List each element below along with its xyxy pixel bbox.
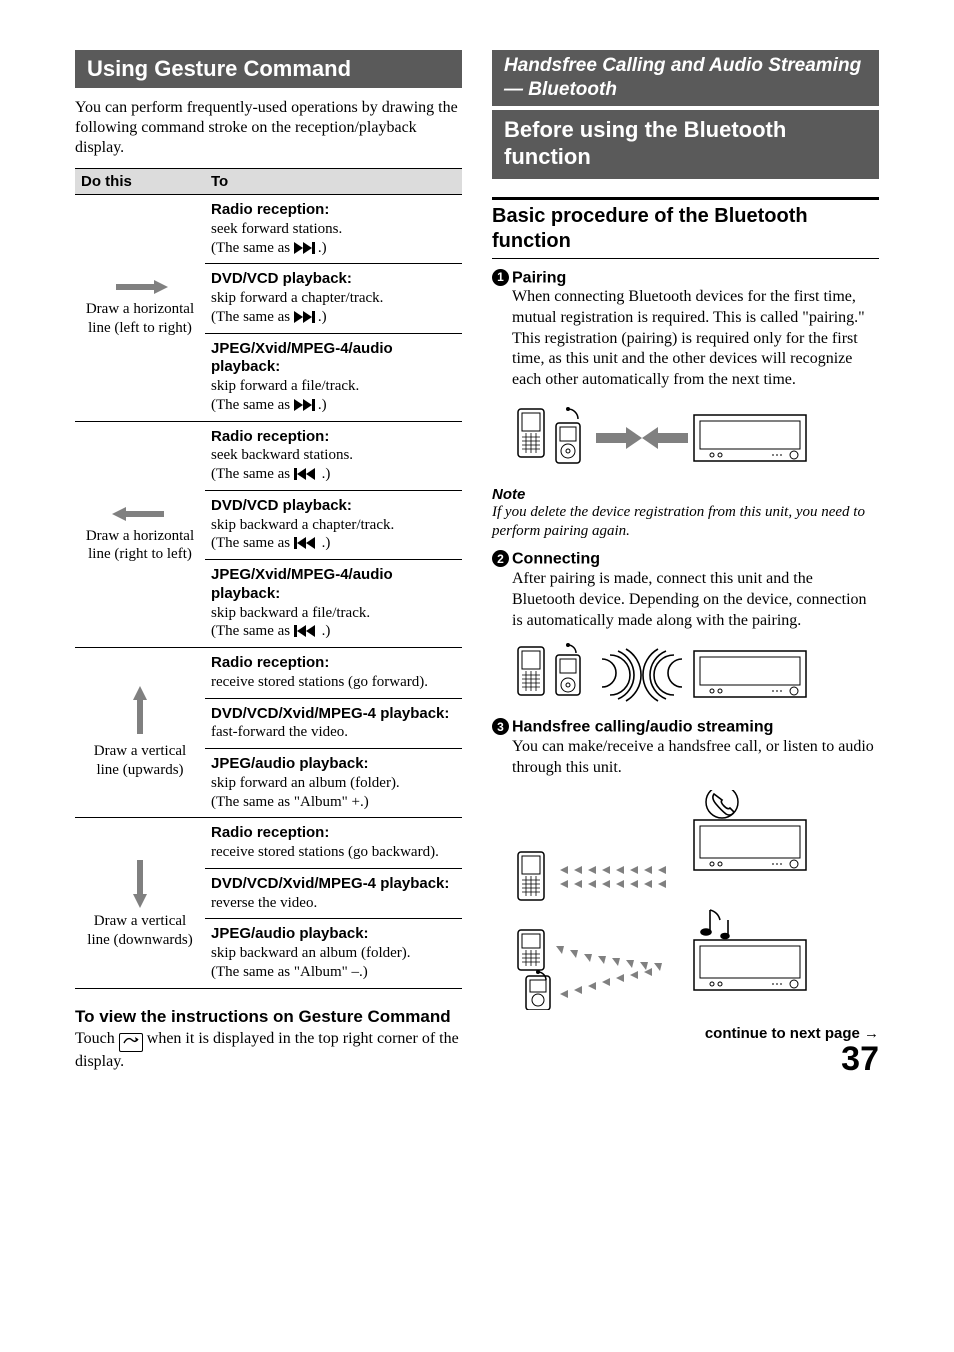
left-column: Using Gesture Command You can perform fr…: [75, 50, 462, 1082]
gesture-command-title: Using Gesture Command: [87, 56, 450, 82]
step-number-1: 1: [492, 269, 509, 286]
gesture-to-cell: JPEG/audio playback:skip backward an alb…: [205, 919, 462, 988]
gesture-command-title-banner: Using Gesture Command: [75, 50, 462, 88]
gesture-to-cell: DVD/VCD/Xvid/MPEG-4 playback:fast-forwar…: [205, 698, 462, 749]
step-title-connecting: Connecting: [512, 551, 600, 568]
gesture-to-cell: DVD/VCD/Xvid/MPEG-4 playback:reverse the…: [205, 868, 462, 919]
radio-wave-icon: [602, 649, 682, 701]
gesture-to-cell: JPEG/Xvid/MPEG-4/audio playback:skip for…: [205, 333, 462, 421]
gesture-to-cell: Radio reception:receive stored stations …: [205, 818, 462, 869]
gesture-cell: Draw a vertical line (upwards): [75, 648, 205, 818]
gesture-instructions-heading: To view the instructions on Gesture Comm…: [75, 1007, 462, 1027]
gesture-to-cell: JPEG/audio playback:skip forward an albu…: [205, 749, 462, 818]
gesture-intro: You can perform frequently-used operatio…: [75, 98, 462, 158]
gesture-to-cell: Radio reception:seek backward stations.(…: [205, 421, 462, 490]
gesture-table-header-to: To: [205, 169, 462, 195]
note-label: Note: [492, 486, 879, 503]
gesture-cell: Draw a horizontal line (right to left): [75, 421, 205, 648]
phone-handset-icon: [713, 794, 734, 815]
handsfree-heading: Handsfree Calling and Audio Streaming — …: [492, 50, 879, 106]
gesture-table-header-do: Do this: [75, 169, 205, 195]
arrow-stream-icon: [560, 866, 666, 874]
gesture-cell: Draw a vertical line (downwards): [75, 818, 205, 988]
gesture-to-cell: Radio reception:seek forward stations.(T…: [205, 195, 462, 264]
bluetooth-banner-group: Handsfree Calling and Audio Streaming — …: [492, 50, 879, 179]
connecting-diagram: [512, 643, 879, 708]
gesture-to-cell: DVD/VCD playback:skip forward a chapter/…: [205, 264, 462, 333]
gesture-instructions-body: Touch when it is displayed in the top ri…: [75, 1029, 462, 1072]
step-connecting: 2Connecting After pairing is made, conne…: [492, 550, 879, 631]
step-pairing: 1Pairing When connecting Bluetooth devic…: [492, 269, 879, 391]
page-number: 37: [492, 1042, 879, 1076]
bluetooth-title: Before using the Bluetooth function: [504, 116, 867, 171]
step-body-handsfree: You can make/receive a handsfree call, o…: [492, 737, 879, 779]
continue-next-page: continue to next page →: [492, 1025, 879, 1042]
pairing-diagram: [512, 403, 879, 478]
basic-procedure-heading: Basic procedure of the Bluetooth functio…: [492, 204, 879, 254]
gesture-cell: Draw a horizontal line (left to right): [75, 195, 205, 422]
gesture-to-cell: Radio reception:receive stored stations …: [205, 648, 462, 699]
step-title-handsfree: Handsfree calling/audio streaming: [512, 719, 773, 736]
step-handsfree: 3Handsfree calling/audio streaming You c…: [492, 718, 879, 778]
gesture-to-cell: JPEG/Xvid/MPEG-4/audio playback:skip bac…: [205, 560, 462, 648]
step-body-pairing: When connecting Bluetooth devices for th…: [492, 287, 879, 391]
right-column: Handsfree Calling and Audio Streaming — …: [492, 50, 879, 1082]
step-title-pairing: Pairing: [512, 269, 566, 286]
music-note-icon: [701, 910, 729, 939]
basic-procedure-rule: Basic procedure of the Bluetooth functio…: [492, 197, 879, 259]
gesture-to-cell: DVD/VCD playback:skip backward a chapter…: [205, 490, 462, 559]
step-body-connecting: After pairing is made, connect this unit…: [492, 569, 879, 631]
gesture-info-icon: [119, 1033, 143, 1052]
step-number-2: 2: [492, 550, 509, 567]
step-number-3: 3: [492, 718, 509, 735]
gesture-table: Do this To Draw a horizontal line (left …: [75, 168, 462, 989]
note-body: If you delete the device registration fr…: [492, 503, 879, 541]
handsfree-diagram: [512, 790, 879, 1015]
